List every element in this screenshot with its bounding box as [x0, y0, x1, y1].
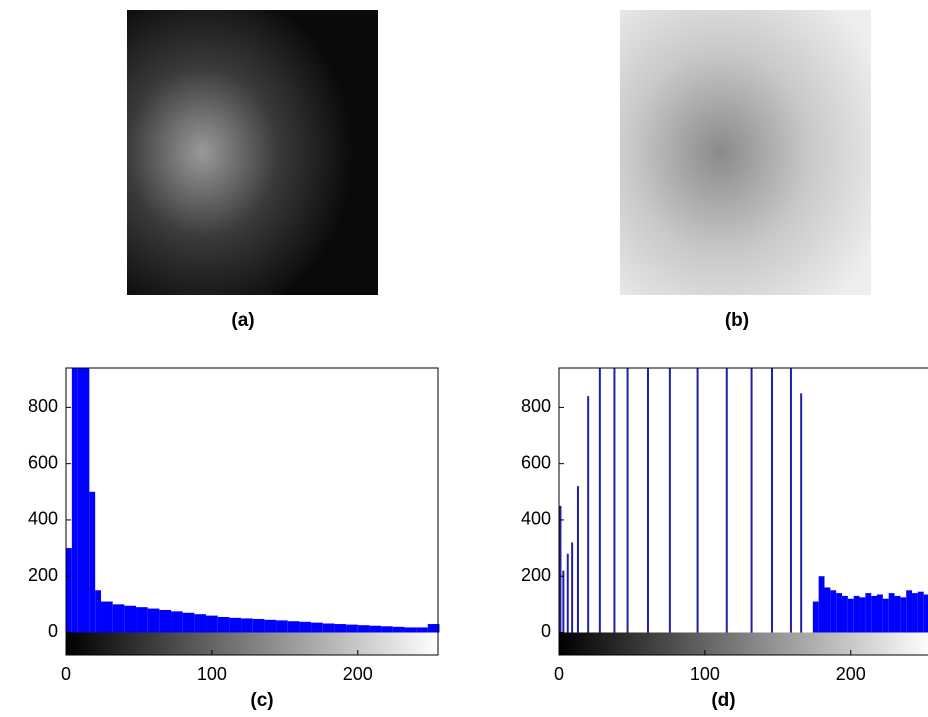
histogram-bar: [906, 590, 913, 633]
histogram-bar: [334, 624, 347, 633]
histogram-bar: [71, 368, 78, 633]
histogram-bar: [912, 593, 918, 633]
histogram-bar: [311, 622, 323, 633]
histogram-bar: [182, 612, 195, 633]
histogram-bar: [83, 368, 90, 633]
caption: (d): [711, 690, 735, 711]
histogram-bar: [871, 595, 878, 633]
histogram-bar: [77, 368, 84, 633]
y-tick-label: 0: [48, 621, 58, 641]
image-a: [127, 10, 378, 295]
y-tick-label: 200: [28, 565, 58, 585]
x-tick-label: 100: [197, 664, 227, 684]
histogram-bar: [859, 597, 866, 633]
histogram-bar: [830, 590, 837, 633]
histogram-bar: [276, 620, 288, 633]
histogram-bar: [322, 623, 335, 633]
histogram-bar: [206, 615, 218, 633]
axes-box: [65, 367, 439, 656]
y-tick-label: 800: [521, 396, 551, 416]
histogram-bar: [900, 597, 907, 633]
y-tick-label: 600: [521, 452, 551, 472]
y-tick-label: 0: [541, 621, 551, 641]
histogram-bar: [136, 607, 148, 633]
histogram-bar: [882, 598, 889, 633]
histogram-bar: [112, 604, 125, 633]
histogram-bar: [147, 608, 160, 633]
histogram-bar: [865, 593, 872, 633]
histogram-bar: [369, 625, 382, 633]
histogram-bar: [287, 621, 300, 633]
x-tick-label: 200: [343, 664, 373, 684]
histogram-bar: [404, 627, 417, 633]
histogram-bar: [89, 491, 96, 633]
histogram-bar: [101, 601, 113, 633]
colorbar: [559, 632, 928, 655]
x-tick-label: 200: [836, 664, 866, 684]
histogram-bar: [842, 595, 848, 633]
histogram-bar: [392, 626, 405, 633]
histogram-bar: [299, 621, 312, 633]
histogram-bar: [66, 548, 72, 633]
histogram-bar: [229, 617, 242, 633]
caption: (b): [725, 310, 749, 331]
image-b: [620, 10, 871, 295]
y-tick-label: 600: [28, 452, 58, 472]
histogram-bar: [357, 625, 370, 633]
histogram-bar: [241, 618, 253, 633]
histogram-bar: [194, 614, 207, 633]
caption: (c): [250, 690, 273, 711]
x-tick-label: 100: [690, 664, 720, 684]
x-tick-label: 0: [554, 664, 564, 684]
caption: (a): [231, 310, 254, 331]
histogram-bar: [818, 576, 825, 633]
histogram-bar: [917, 591, 924, 633]
y-tick-label: 200: [521, 565, 551, 585]
histogram-bar: [853, 595, 860, 633]
histogram-bar: [381, 626, 393, 633]
x-tick-label: 0: [61, 664, 71, 684]
histogram-bar: [894, 595, 901, 633]
histogram-bar: [217, 617, 230, 633]
y-tick-label: 400: [28, 509, 58, 529]
histogram-bar: [416, 627, 428, 633]
histogram-bar: [124, 605, 137, 633]
histogram-bar: [877, 594, 883, 633]
histogram-bar: [427, 624, 440, 633]
histogram-bar: [836, 593, 843, 633]
histogram-bar: [264, 619, 277, 633]
colorbar: [66, 632, 438, 655]
histogram-bar: [346, 624, 358, 633]
histogram-bar: [95, 590, 102, 633]
axes-box: [558, 367, 928, 656]
histogram-bar: [812, 601, 819, 633]
y-tick-label: 400: [521, 509, 551, 529]
histogram-bar: [824, 587, 831, 633]
histogram-bar: [159, 609, 172, 633]
histogram-bar: [923, 594, 928, 633]
y-tick-label: 800: [28, 396, 58, 416]
histogram-bar: [888, 593, 895, 633]
histogram-bar: [171, 611, 183, 633]
histogram-bar: [252, 618, 265, 633]
histogram-bar: [847, 598, 854, 633]
